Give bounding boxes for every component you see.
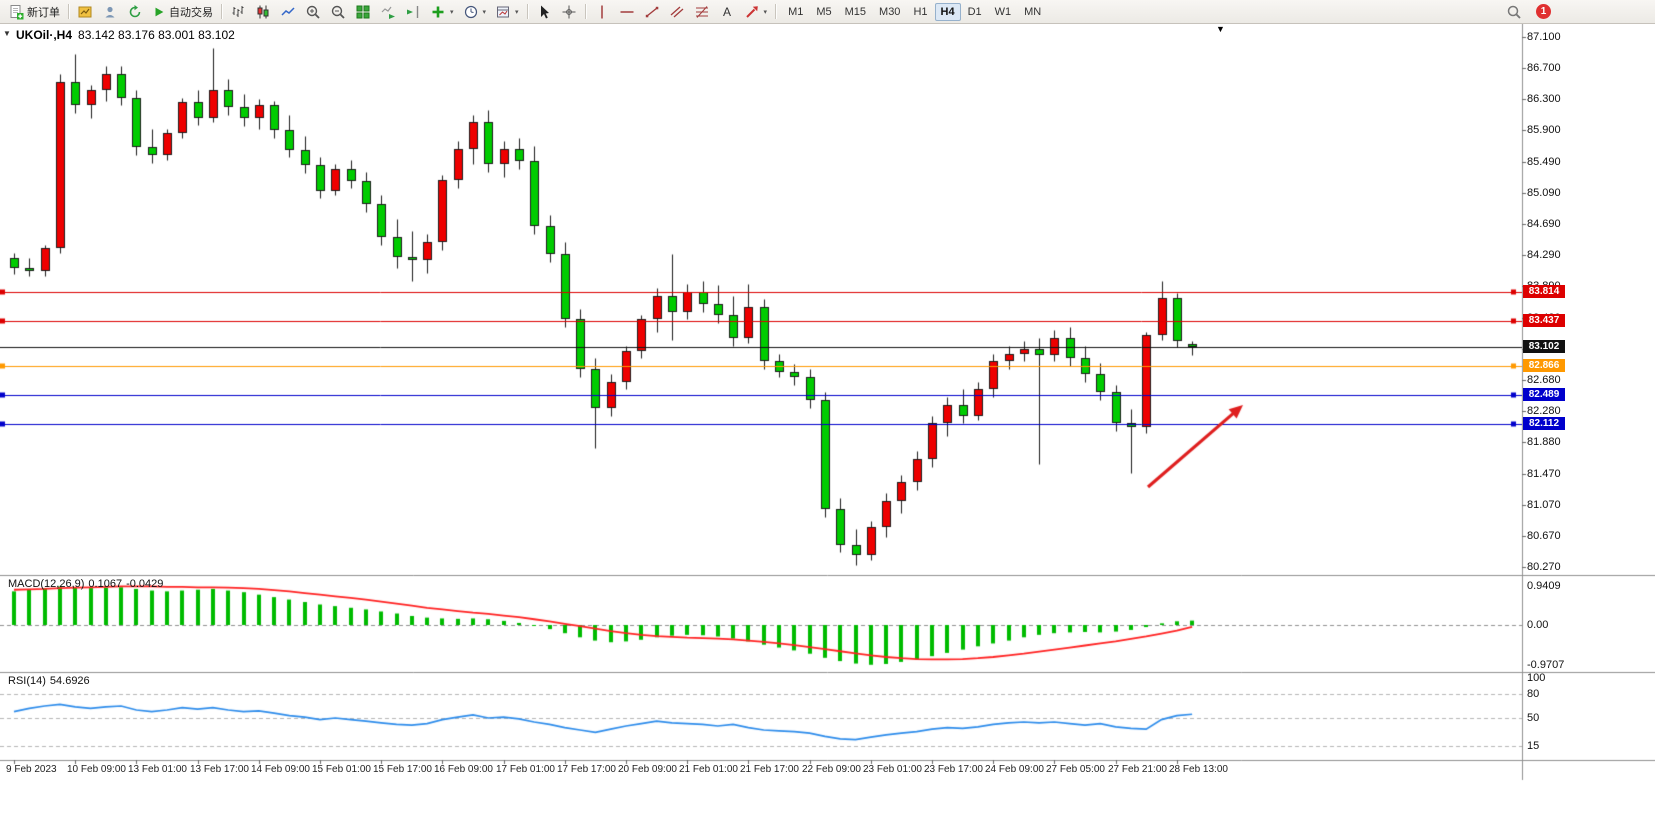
- chart-shift-icon: [407, 5, 419, 18]
- toolbar-separator: [68, 4, 69, 19]
- toolbar-separator: [775, 4, 777, 19]
- chart-shift-button[interactable]: [401, 2, 425, 22]
- chart-window: ▼ UKOil·,H4 83.142 83.176 83.001 83.102 ▼…: [0, 24, 1655, 827]
- profiles-icon: [78, 6, 92, 17]
- new-order-label: 新订单: [27, 6, 60, 19]
- auto-trading-icon: [155, 7, 164, 16]
- fibonacci-icon: [695, 5, 708, 18]
- cursor-icon: [540, 5, 549, 18]
- timeframe-mn-button[interactable]: MN: [1018, 3, 1047, 21]
- market-watch-button[interactable]: [98, 2, 122, 22]
- arrows-tool-button[interactable]: ▾: [740, 2, 772, 22]
- vertical-line-button[interactable]: [590, 2, 614, 22]
- timeframe-h1-button[interactable]: H1: [907, 3, 933, 21]
- auto-scroll-button[interactable]: [376, 2, 400, 22]
- profiles-button[interactable]: [73, 2, 97, 22]
- channel-icon: [670, 6, 683, 17]
- timeframe-d1-button[interactable]: D1: [962, 3, 988, 21]
- main-toolbar: 新订单 自动交易 ▾ ▾ ▾ A ▾ M1 M5 M15 M30 H1 H4 D1 W1 MN …: [0, 0, 1655, 24]
- arrows-tool-icon: [745, 5, 758, 18]
- channel-button[interactable]: [665, 2, 689, 22]
- zoom-out-button[interactable]: [326, 2, 350, 22]
- refresh-icon: [129, 4, 141, 17]
- toolbar-separator: [526, 4, 528, 19]
- timeframe-m15-button[interactable]: M15: [839, 3, 872, 21]
- tile-windows-icon: [356, 5, 370, 18]
- crosshair-icon: [562, 5, 576, 18]
- timeframe-buttons: M1 M5 M15 M30 H1 H4 D1 W1 MN: [782, 2, 1047, 21]
- candlestick-chart-icon: [257, 5, 269, 18]
- bars-chart-icon: [232, 5, 244, 17]
- timeframe-m5-button[interactable]: M5: [810, 3, 837, 21]
- toolbar-separator: [221, 4, 222, 19]
- zoom-out-icon: [331, 5, 345, 19]
- tile-windows-button[interactable]: [351, 2, 375, 22]
- new-order-icon: [10, 4, 24, 19]
- dropdown-caret-icon: ▾: [763, 8, 768, 16]
- bars-chart-button[interactable]: [226, 2, 250, 22]
- timeframe-w1-button[interactable]: W1: [989, 3, 1018, 21]
- cursor-button[interactable]: [532, 2, 556, 22]
- timeframe-h4-button[interactable]: H4: [934, 2, 961, 21]
- new-order-button[interactable]: 新订单: [4, 2, 64, 22]
- refresh-button[interactable]: [123, 2, 147, 22]
- line-chart-button[interactable]: [276, 2, 300, 22]
- notifications-button[interactable]: 1: [1532, 2, 1555, 22]
- toolbar-separator: [584, 4, 586, 19]
- horizontal-line-icon: [620, 10, 634, 13]
- add-indicator-icon: [432, 6, 444, 17]
- chart-canvas[interactable]: [0, 24, 1655, 827]
- dropdown-caret-icon: ▾: [450, 8, 454, 16]
- fibonacci-button[interactable]: [690, 2, 714, 22]
- chart-template-icon: [497, 6, 510, 17]
- periods-button[interactable]: ▾: [459, 2, 491, 22]
- zoom-in-icon: [306, 5, 320, 19]
- zoom-in-button[interactable]: [301, 2, 325, 22]
- search-button[interactable]: [1502, 2, 1526, 22]
- trendline-button[interactable]: [640, 2, 664, 22]
- text-tool-icon: A: [723, 5, 731, 19]
- templates-button[interactable]: ▾: [491, 2, 523, 22]
- crosshair-button[interactable]: [557, 2, 581, 22]
- text-tool-button[interactable]: A: [715, 2, 739, 22]
- indicators-button[interactable]: ▾: [426, 2, 458, 22]
- timeframe-m30-button[interactable]: M30: [873, 3, 906, 21]
- horizontal-line-button[interactable]: [615, 2, 639, 22]
- notification-badge: 1: [1536, 4, 1551, 19]
- search-icon: [1507, 5, 1521, 19]
- auto-trading-label: 自动交易: [169, 6, 213, 19]
- dropdown-caret-icon: ▾: [515, 8, 519, 16]
- auto-scroll-icon: [381, 6, 395, 19]
- timeframe-m1-button[interactable]: M1: [782, 3, 809, 21]
- dropdown-caret-icon: ▾: [482, 8, 487, 16]
- svg-text:A: A: [723, 5, 731, 19]
- auto-trading-button[interactable]: 自动交易: [148, 2, 217, 22]
- trendline-icon: [645, 6, 658, 17]
- market-watch-icon: [105, 6, 115, 17]
- toolbar-right-group: 1: [1502, 2, 1555, 22]
- candlestick-chart-button[interactable]: [251, 2, 275, 22]
- vertical-line-icon: [600, 5, 603, 18]
- periods-clock-icon: [464, 5, 477, 18]
- line-chart-icon: [281, 6, 295, 16]
